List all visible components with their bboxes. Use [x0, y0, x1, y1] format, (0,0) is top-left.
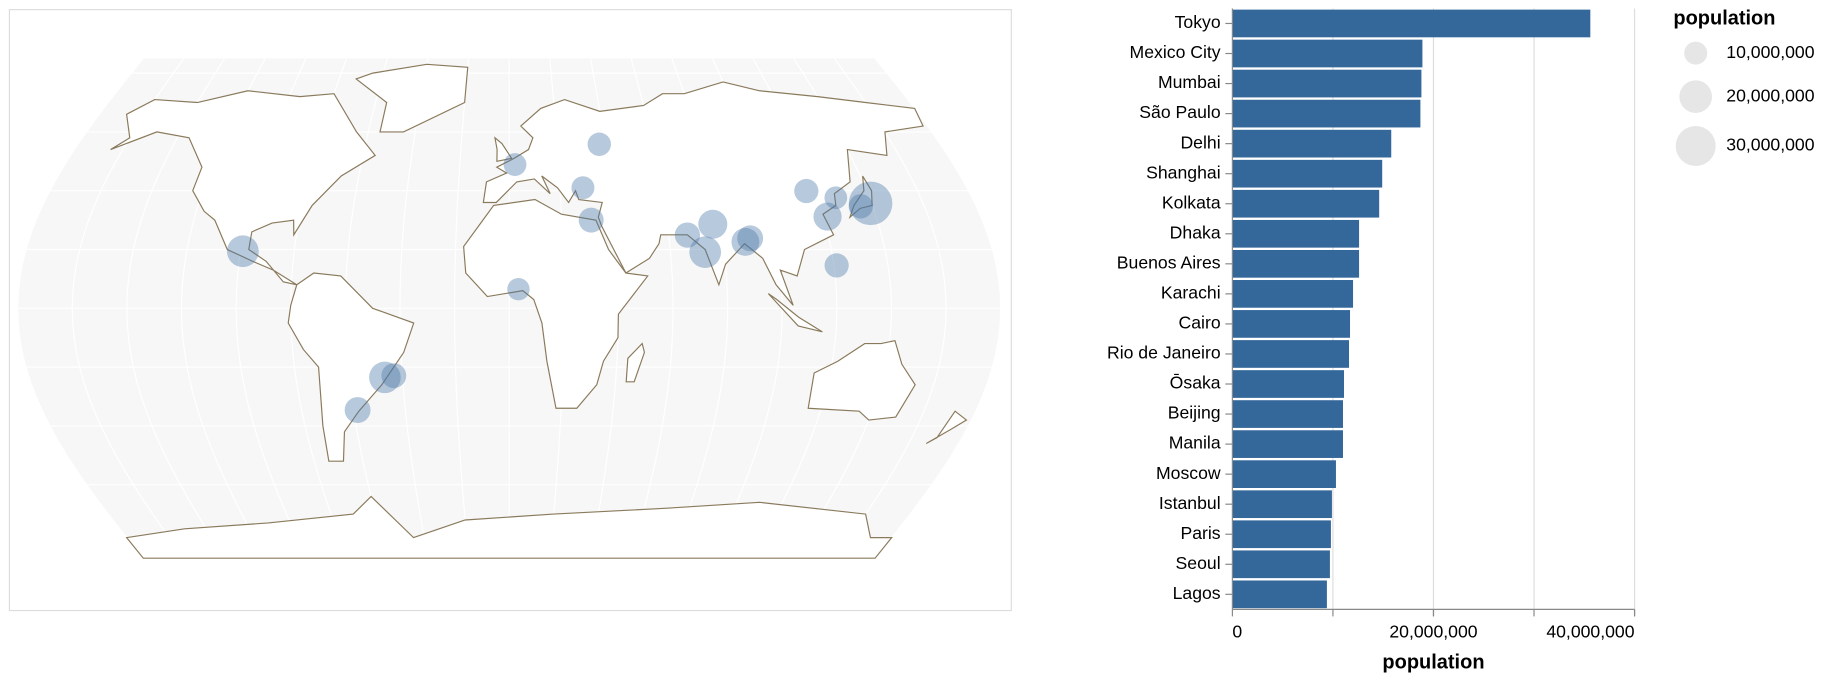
bar: [1232, 310, 1351, 338]
bar: [1232, 129, 1392, 158]
land: [925, 410, 968, 445]
city-bubble: [571, 176, 595, 200]
land: [482, 81, 924, 306]
legend-symbol: [1675, 126, 1716, 167]
y-tick-label: Rio de Janeiro: [1107, 343, 1221, 363]
bar: [1232, 370, 1344, 398]
city-bubble: [848, 194, 873, 219]
y-tick-label: Buenos Aires: [1117, 252, 1221, 272]
y-tick-label: Manila: [1169, 433, 1221, 453]
city-bubble: [381, 363, 407, 389]
land: [848, 175, 873, 220]
y-tick-label: Mexico City: [1130, 42, 1221, 62]
city-bubble: [578, 207, 604, 233]
y-tick-label: Delhi: [1180, 132, 1220, 152]
y-tick-label: Shanghai: [1146, 162, 1220, 182]
land: [463, 198, 649, 409]
city-bubble: [731, 227, 760, 256]
y-tick-label: Paris: [1180, 523, 1220, 543]
city-bubble: [689, 236, 722, 268]
map: [17, 58, 1002, 559]
x-tick-label: 20,000,000: [1389, 622, 1477, 642]
y-tick-label: São Paulo: [1139, 102, 1221, 122]
y-tick-label: Dhaka: [1170, 222, 1221, 242]
bar: [1232, 400, 1343, 428]
city-bubble: [824, 186, 848, 210]
y-tick-label: Tokyo: [1175, 12, 1221, 32]
city-bubble: [507, 278, 530, 301]
legend-symbol: [1679, 80, 1713, 113]
land: [110, 90, 377, 286]
bar: [1232, 219, 1360, 248]
bar: [1232, 490, 1332, 519]
bar: [1232, 430, 1343, 458]
y-tick-label: Cairo: [1179, 313, 1221, 333]
y-tick-label: Beijing: [1168, 403, 1221, 423]
bar: [1232, 159, 1383, 188]
x-tick-label: 0: [1232, 622, 1242, 642]
city-bubble: [813, 202, 842, 231]
city-bubble: [794, 178, 819, 204]
bar: [1232, 460, 1336, 488]
city-bubble: [848, 181, 893, 226]
y-tick-label: Seoul: [1176, 553, 1221, 573]
legend-symbol: [1684, 41, 1708, 65]
bar: [1232, 550, 1330, 579]
land: [354, 63, 469, 133]
city-bubble: [587, 132, 611, 156]
x-tick-label: 40,000,000: [1546, 622, 1634, 642]
city-bubble: [824, 253, 849, 278]
city-bubble: [737, 225, 764, 252]
y-tick-label: Moscow: [1156, 463, 1221, 483]
y-tick-label: Mumbai: [1158, 72, 1221, 92]
legend-label: 10,000,000: [1726, 42, 1814, 62]
city-bubble: [226, 235, 259, 268]
land: [807, 339, 916, 421]
y-tick-label: Karachi: [1161, 283, 1221, 303]
city-bubble: [503, 153, 527, 176]
land: [287, 272, 415, 462]
y-tick-label: Ōsaka: [1170, 373, 1221, 393]
y-tick-label: Istanbul: [1159, 493, 1221, 513]
y-tick-label: Kolkata: [1162, 192, 1221, 212]
bar: [1232, 69, 1422, 98]
land: [625, 342, 646, 383]
bar: [1232, 280, 1354, 308]
bar: [1232, 39, 1423, 68]
land: [494, 136, 513, 163]
city-bubble: [698, 209, 728, 239]
bar: [1232, 580, 1327, 609]
bar: [1232, 9, 1591, 38]
city-bubble: [344, 397, 371, 423]
legend-label: 30,000,000: [1726, 135, 1814, 155]
land: [767, 293, 823, 333]
bar: [1232, 99, 1421, 128]
x-axis-title: population: [1382, 652, 1484, 674]
legend-title: population: [1673, 7, 1775, 29]
city-bubble: [674, 222, 701, 248]
city-bubble: [369, 361, 401, 394]
y-tick-label: Lagos: [1173, 583, 1221, 603]
bar: [1232, 340, 1350, 368]
legend-label: 20,000,000: [1726, 85, 1814, 105]
bar: [1232, 520, 1331, 549]
bar: [1232, 189, 1380, 218]
land: [125, 495, 893, 559]
bar: [1232, 249, 1360, 278]
